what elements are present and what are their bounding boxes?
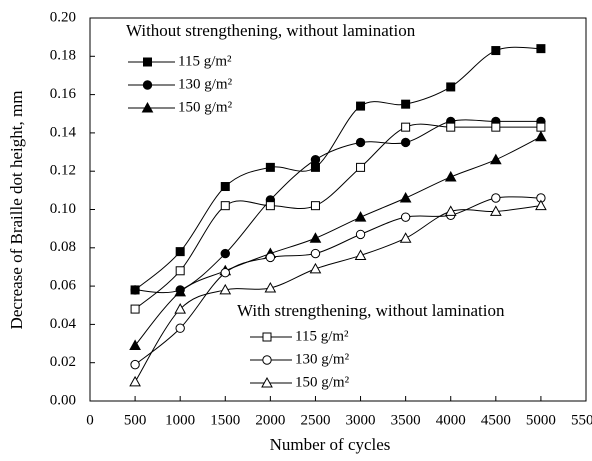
series-line xyxy=(134,123,541,310)
x-tick-label: 3000 xyxy=(346,412,376,428)
marker xyxy=(535,130,547,142)
marker xyxy=(536,122,546,132)
legend-marker xyxy=(261,376,273,388)
x-axis-label: Number of cycles xyxy=(270,435,391,454)
marker xyxy=(219,283,232,295)
marker xyxy=(175,247,185,257)
marker xyxy=(400,212,411,222)
marker xyxy=(264,281,277,293)
legend-marker xyxy=(142,80,153,90)
y-axis-label: Decrease of Braille dot height, mm xyxy=(7,91,26,330)
marker xyxy=(355,137,366,148)
marker xyxy=(536,44,546,54)
marker xyxy=(130,304,140,314)
marker xyxy=(354,249,367,260)
marker xyxy=(265,252,276,263)
legend-label: 115 g/m² xyxy=(295,328,349,344)
marker xyxy=(354,211,367,222)
legend-title: Without strengthening, without laminatio… xyxy=(126,21,416,40)
marker xyxy=(129,375,141,387)
marker xyxy=(491,46,501,56)
x-tick-label: 500 xyxy=(124,412,147,428)
marker xyxy=(491,193,501,203)
marker xyxy=(129,339,141,350)
x-tick-label: 1000 xyxy=(165,412,195,428)
marker xyxy=(130,285,140,295)
y-tick-label: 0.06 xyxy=(50,278,77,294)
marker xyxy=(310,248,321,259)
marker xyxy=(220,248,230,259)
marker xyxy=(356,101,366,111)
marker xyxy=(355,229,366,240)
marker xyxy=(175,323,185,333)
marker xyxy=(220,201,230,211)
legend-marker xyxy=(143,57,152,67)
x-tick-label: 0 xyxy=(86,412,94,428)
marker xyxy=(309,262,322,274)
marker xyxy=(446,122,456,132)
marker xyxy=(130,359,140,370)
legend-label: 150 g/m² xyxy=(178,99,233,115)
x-tick-label: 4500 xyxy=(481,412,511,428)
y-tick-label: 0.02 xyxy=(50,354,76,370)
legend-label: 150 g/m² xyxy=(295,374,350,390)
x-tick-label: 1500 xyxy=(210,412,240,428)
y-tick-label: 0.00 xyxy=(50,392,76,408)
marker xyxy=(220,182,230,192)
marker xyxy=(174,303,187,314)
marker xyxy=(399,232,412,243)
marker xyxy=(265,162,275,172)
marker xyxy=(446,82,456,92)
marker xyxy=(310,155,321,165)
x-tick-label: 4000 xyxy=(436,412,466,428)
series-line xyxy=(134,136,542,346)
y-tick-label: 0.04 xyxy=(50,316,77,332)
marker xyxy=(401,99,411,109)
marker xyxy=(400,137,411,148)
y-tick-label: 0.10 xyxy=(50,201,76,217)
marker xyxy=(265,201,275,211)
legend-marker xyxy=(141,101,154,113)
series-line xyxy=(134,196,541,366)
x-tick-label: 2000 xyxy=(255,412,285,428)
marker xyxy=(174,285,187,297)
x-tick-label: 3500 xyxy=(391,412,421,428)
marker xyxy=(444,170,457,182)
legend-title: With strengthening, without lamination xyxy=(237,301,505,320)
x-tick-label: 5000 xyxy=(526,412,556,428)
marker xyxy=(535,199,547,211)
legend-marker xyxy=(262,332,272,342)
marker xyxy=(489,153,502,165)
series-line xyxy=(134,46,541,291)
y-tick-label: 0.08 xyxy=(50,239,76,255)
legend-label: 130 g/m² xyxy=(295,351,350,367)
marker xyxy=(310,201,320,211)
legend-marker xyxy=(262,355,272,365)
x-tick-label: 2500 xyxy=(300,412,330,428)
marker xyxy=(401,122,411,132)
legend-label: 115 g/m² xyxy=(178,53,232,69)
y-tick-label: 0.14 xyxy=(50,124,77,140)
y-tick-label: 0.16 xyxy=(50,86,77,102)
series-line xyxy=(135,119,541,294)
marker xyxy=(489,205,502,216)
marker xyxy=(220,267,230,278)
marker xyxy=(175,266,185,276)
marker xyxy=(399,191,412,203)
marker xyxy=(491,122,501,132)
y-tick-label: 0.12 xyxy=(50,163,76,179)
y-tick-label: 0.18 xyxy=(50,48,76,64)
y-tick-label: 0.20 xyxy=(50,9,76,25)
series-line xyxy=(134,205,541,383)
marker xyxy=(356,162,366,172)
marker xyxy=(309,232,322,243)
marker xyxy=(444,205,457,216)
legend-label: 130 g/m² xyxy=(178,76,233,92)
marker xyxy=(310,162,320,172)
